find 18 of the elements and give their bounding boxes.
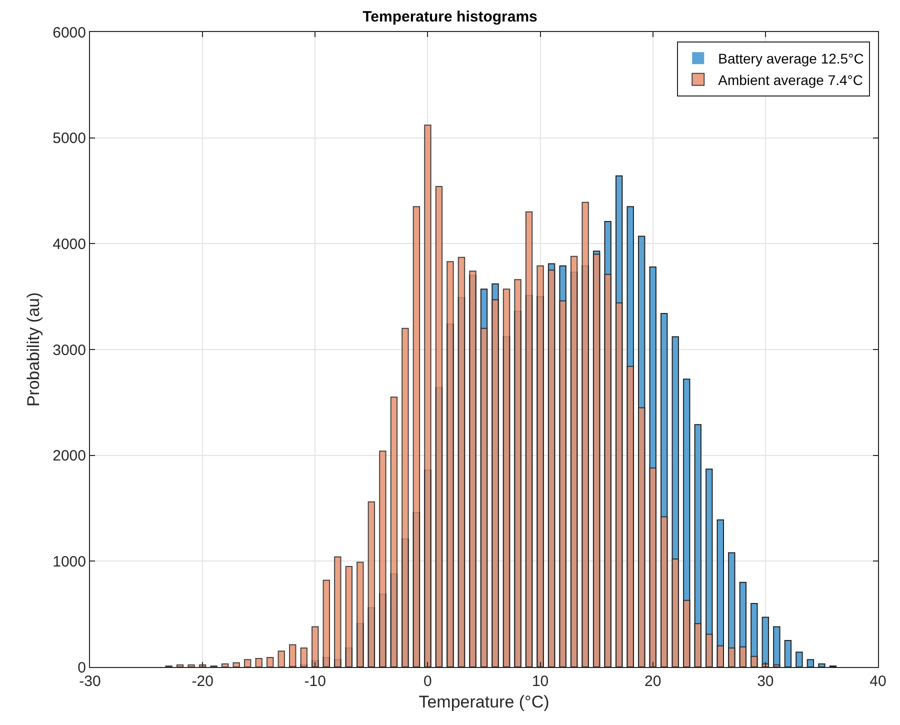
y-tick-label: 2000	[52, 448, 86, 465]
x-tick-label: 30	[757, 673, 774, 690]
legend-label: Battery average 12.5°C	[718, 50, 864, 67]
chart-title: Temperature histograms	[362, 8, 538, 26]
x-axis-title: Temperature (°C)	[418, 692, 550, 712]
y-tick-label: 6000	[52, 24, 86, 42]
y-tick-label: 4000	[52, 236, 86, 253]
x-tick-label: -20	[192, 673, 214, 690]
x-tick-label: 10	[532, 673, 549, 690]
legend-label: Ambient average 7.4°C	[718, 72, 864, 88]
x-tick-label: 0	[424, 673, 432, 690]
x-tick-label: -10	[304, 673, 326, 690]
y-axis-title: Probability (au)	[24, 292, 44, 407]
y-tick-label: 3000	[52, 342, 86, 359]
y-tick-label: 5000	[52, 130, 86, 148]
y-tick-label: 1000	[52, 553, 86, 570]
x-tick-label: 20	[644, 673, 662, 690]
x-tick-label: 40	[870, 673, 886, 690]
